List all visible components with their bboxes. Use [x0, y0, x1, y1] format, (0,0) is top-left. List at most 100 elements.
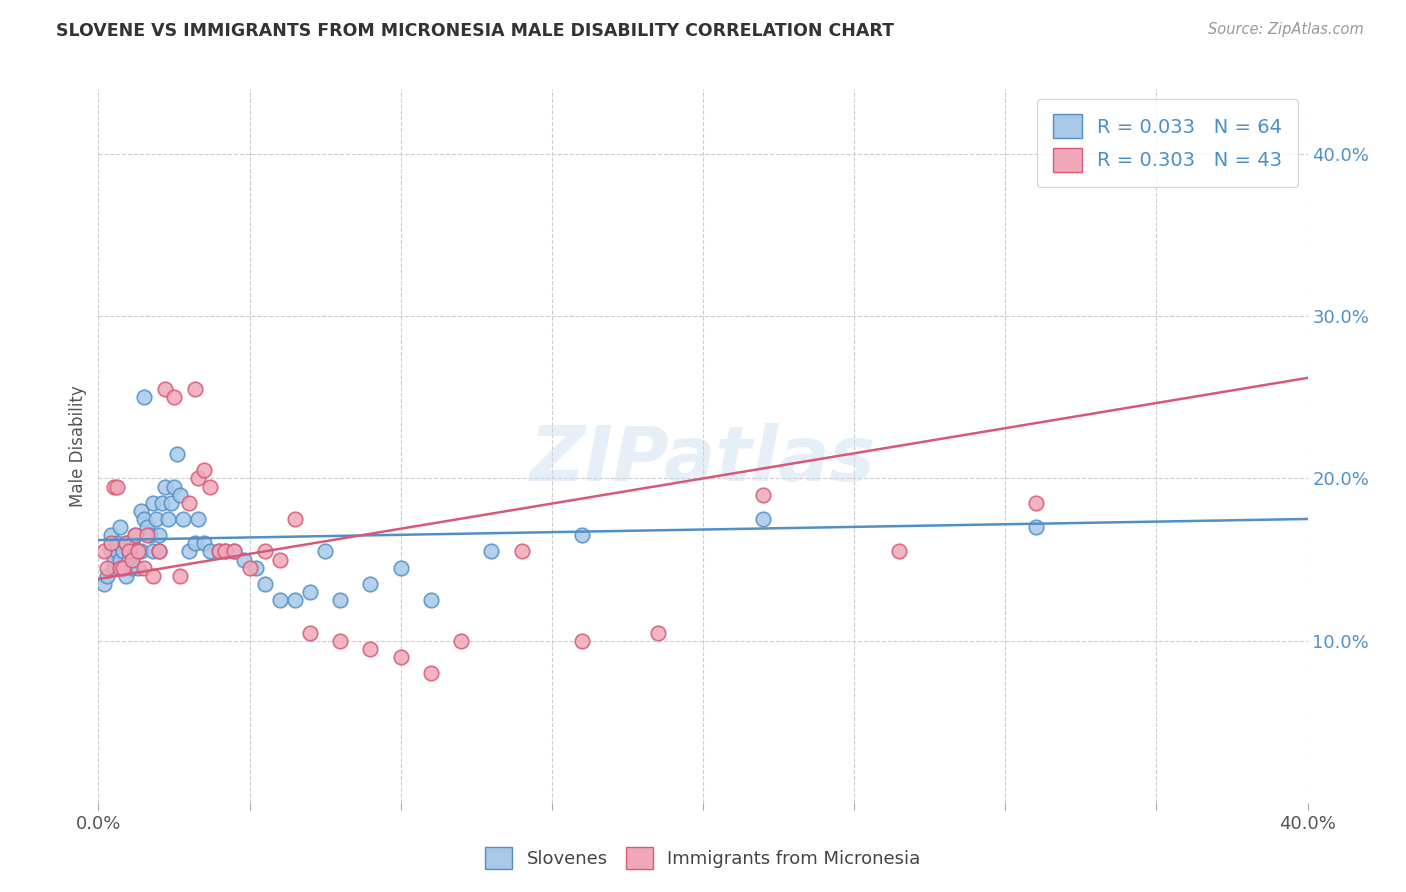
Point	[142, 544, 165, 558]
Point	[124, 544, 146, 558]
Point	[269, 593, 291, 607]
Point	[121, 560, 143, 574]
Point	[481, 544, 503, 558]
Point	[111, 560, 134, 574]
Point	[284, 593, 307, 607]
Point	[100, 544, 122, 558]
Point	[166, 447, 188, 461]
Point	[108, 560, 131, 574]
Point	[420, 593, 443, 607]
Point	[124, 528, 146, 542]
Text: SLOVENE VS IMMIGRANTS FROM MICRONESIA MALE DISABILITY CORRELATION CHART: SLOVENE VS IMMIGRANTS FROM MICRONESIA MA…	[56, 22, 894, 40]
Point	[169, 568, 191, 582]
Point	[150, 496, 173, 510]
Point	[142, 496, 165, 510]
Point	[148, 544, 170, 558]
Point	[179, 496, 201, 510]
Point	[96, 560, 118, 574]
Point	[160, 496, 183, 510]
Point	[103, 552, 125, 566]
Point	[314, 544, 336, 558]
Point	[647, 625, 669, 640]
Point	[200, 479, 222, 493]
Point	[127, 544, 149, 558]
Point	[135, 520, 157, 534]
Point	[103, 560, 125, 574]
Point	[118, 544, 141, 558]
Point	[105, 536, 128, 550]
Point	[571, 633, 593, 648]
Point	[450, 633, 472, 648]
Legend: R = 0.033   N = 64, R = 0.303   N = 43: R = 0.033 N = 64, R = 0.303 N = 43	[1038, 99, 1298, 187]
Point	[187, 471, 209, 485]
Point	[200, 544, 222, 558]
Point	[253, 544, 276, 558]
Point	[214, 544, 236, 558]
Point	[156, 512, 179, 526]
Point	[172, 512, 194, 526]
Text: Source: ZipAtlas.com: Source: ZipAtlas.com	[1208, 22, 1364, 37]
Point	[299, 585, 322, 599]
Point	[253, 577, 276, 591]
Point	[232, 552, 254, 566]
Point	[329, 593, 352, 607]
Point	[105, 479, 128, 493]
Point	[1024, 496, 1046, 510]
Point	[889, 544, 911, 558]
Point	[389, 560, 412, 574]
Point	[118, 552, 141, 566]
Point	[93, 544, 115, 558]
Point	[193, 463, 215, 477]
Point	[420, 666, 443, 681]
Point	[111, 544, 134, 558]
Point	[510, 544, 533, 558]
Point	[111, 560, 134, 574]
Point	[239, 560, 262, 574]
Point	[224, 544, 246, 558]
Point	[184, 382, 207, 396]
Point	[360, 577, 382, 591]
Point	[132, 512, 155, 526]
Point	[127, 544, 149, 558]
Point	[100, 536, 122, 550]
Point	[284, 512, 307, 526]
Point	[114, 536, 136, 550]
Point	[163, 390, 186, 404]
Point	[105, 544, 128, 558]
Point	[163, 479, 186, 493]
Point	[1024, 520, 1046, 534]
Point	[124, 528, 146, 542]
Text: ZIPatlas: ZIPatlas	[530, 424, 876, 497]
Point	[132, 560, 155, 574]
Legend: Slovenes, Immigrants from Micronesia: Slovenes, Immigrants from Micronesia	[477, 838, 929, 879]
Point	[118, 544, 141, 558]
Point	[389, 649, 412, 664]
Point	[148, 544, 170, 558]
Point	[132, 390, 155, 404]
Point	[184, 536, 207, 550]
Point	[179, 544, 201, 558]
Point	[108, 520, 131, 534]
Point	[360, 641, 382, 656]
Point	[93, 577, 115, 591]
Point	[135, 528, 157, 542]
Point	[96, 568, 118, 582]
Point	[100, 528, 122, 542]
Point	[153, 479, 176, 493]
Point	[121, 536, 143, 550]
Point	[752, 488, 775, 502]
Point	[127, 560, 149, 574]
Point	[245, 560, 267, 574]
Point	[108, 552, 131, 566]
Point	[148, 528, 170, 542]
Point	[103, 479, 125, 493]
Point	[145, 512, 167, 526]
Point	[224, 544, 246, 558]
Point	[169, 488, 191, 502]
Point	[214, 544, 236, 558]
Point	[114, 536, 136, 550]
Point	[193, 536, 215, 550]
Point	[208, 544, 231, 558]
Y-axis label: Male Disability: Male Disability	[69, 385, 87, 507]
Point	[208, 544, 231, 558]
